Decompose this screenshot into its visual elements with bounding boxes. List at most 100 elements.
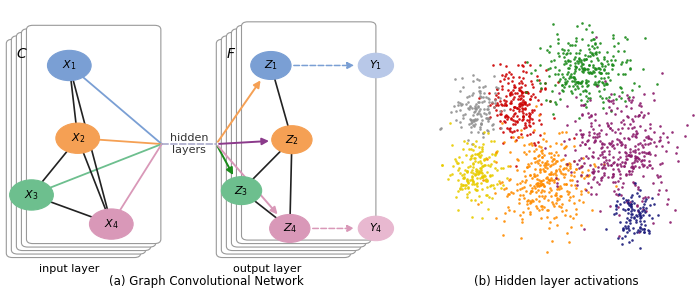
Point bbox=[495, 62, 506, 66]
Point bbox=[584, 53, 596, 58]
Point bbox=[461, 178, 472, 182]
Point bbox=[516, 93, 527, 98]
Point bbox=[456, 102, 468, 106]
Point bbox=[479, 172, 490, 177]
Point bbox=[464, 104, 475, 109]
Point bbox=[614, 85, 625, 89]
Point bbox=[619, 163, 630, 168]
Point bbox=[525, 161, 536, 166]
Point bbox=[594, 79, 605, 83]
Point bbox=[596, 63, 608, 68]
Point bbox=[522, 89, 533, 94]
Point bbox=[680, 134, 691, 139]
Point bbox=[553, 204, 564, 208]
Point bbox=[577, 89, 588, 94]
Point bbox=[463, 107, 475, 112]
Point bbox=[579, 102, 590, 107]
Point bbox=[554, 131, 565, 136]
Point bbox=[624, 169, 635, 173]
Point bbox=[536, 144, 547, 149]
Point bbox=[468, 118, 479, 123]
Point bbox=[534, 157, 545, 162]
Point bbox=[583, 90, 594, 95]
Point bbox=[562, 57, 573, 62]
Point bbox=[479, 157, 490, 162]
Point bbox=[572, 85, 583, 90]
Point bbox=[525, 210, 536, 214]
Point bbox=[631, 155, 642, 159]
Point bbox=[604, 78, 615, 83]
Point bbox=[490, 97, 501, 102]
Point bbox=[557, 88, 568, 93]
Point bbox=[579, 186, 590, 191]
Point bbox=[500, 93, 512, 98]
Point bbox=[582, 54, 594, 58]
Point bbox=[628, 165, 639, 169]
Point bbox=[454, 165, 465, 170]
Point bbox=[612, 192, 624, 197]
Point bbox=[517, 62, 528, 67]
Point bbox=[637, 227, 648, 231]
Point bbox=[569, 182, 580, 187]
Point bbox=[606, 128, 617, 132]
Point bbox=[640, 36, 651, 40]
Point bbox=[633, 207, 644, 212]
Point bbox=[607, 98, 618, 102]
Point bbox=[622, 226, 634, 230]
Point bbox=[610, 203, 622, 208]
Point bbox=[518, 185, 529, 190]
Point bbox=[489, 151, 500, 156]
Point bbox=[663, 197, 674, 201]
Point bbox=[583, 133, 594, 138]
Point bbox=[589, 111, 601, 116]
Point bbox=[569, 159, 580, 164]
Point bbox=[628, 231, 639, 235]
Point bbox=[544, 44, 555, 48]
Point bbox=[615, 143, 626, 147]
Point bbox=[603, 105, 615, 110]
Point bbox=[528, 128, 540, 132]
Point bbox=[616, 160, 627, 164]
Point bbox=[536, 182, 547, 187]
Point bbox=[500, 103, 512, 108]
Point bbox=[627, 95, 638, 99]
Point bbox=[535, 63, 546, 67]
Point bbox=[470, 167, 482, 171]
Point bbox=[583, 173, 594, 178]
Point bbox=[485, 161, 496, 166]
Point bbox=[526, 94, 537, 99]
Point bbox=[530, 197, 541, 201]
Point bbox=[576, 65, 587, 70]
Point bbox=[572, 24, 583, 29]
Point bbox=[532, 161, 543, 165]
Point bbox=[476, 169, 487, 174]
Point bbox=[526, 189, 537, 193]
Point bbox=[638, 227, 650, 231]
Point bbox=[482, 106, 493, 111]
Point bbox=[637, 213, 648, 218]
Point bbox=[545, 98, 556, 103]
Point bbox=[469, 158, 480, 163]
Point bbox=[660, 149, 671, 153]
Point bbox=[554, 168, 566, 173]
Point bbox=[479, 163, 490, 168]
Point bbox=[568, 143, 580, 148]
Point bbox=[626, 215, 637, 219]
Point bbox=[630, 217, 641, 222]
Text: $Y_1$: $Y_1$ bbox=[370, 58, 382, 72]
Point bbox=[594, 123, 605, 127]
Point bbox=[590, 135, 601, 139]
Point bbox=[495, 109, 506, 113]
Point bbox=[571, 80, 582, 85]
Point bbox=[614, 234, 625, 239]
Point bbox=[583, 63, 594, 68]
Point bbox=[588, 177, 599, 181]
Point bbox=[583, 146, 594, 151]
Point bbox=[458, 139, 469, 144]
Point bbox=[477, 141, 489, 146]
Point bbox=[631, 204, 642, 209]
Point bbox=[503, 126, 514, 131]
Point bbox=[527, 197, 538, 202]
Point bbox=[607, 172, 618, 177]
Point bbox=[540, 68, 552, 72]
